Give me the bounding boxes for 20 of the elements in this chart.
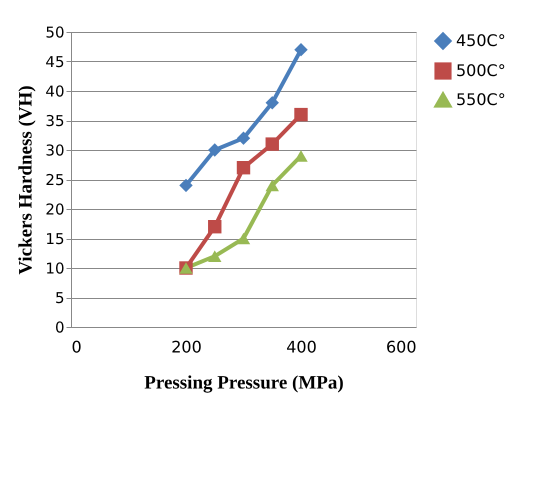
y-tick-label: 25 bbox=[45, 171, 64, 189]
y-tick-label: 30 bbox=[45, 142, 64, 160]
y-tick-label: 15 bbox=[45, 230, 64, 248]
legend-label: 500C° bbox=[456, 61, 506, 80]
x-axis-title: Pressing Pressure (MPa) bbox=[144, 372, 344, 394]
y-axis-title: Vickers Hardness (VH) bbox=[15, 85, 36, 275]
y-tick-label: 0 bbox=[54, 318, 64, 336]
y-tick-label: 10 bbox=[45, 260, 64, 278]
legend-label: 550C° bbox=[456, 90, 506, 109]
x-tick-label: 400 bbox=[286, 338, 317, 356]
y-tick-label: 5 bbox=[54, 289, 64, 307]
y-tick-label: 45 bbox=[45, 53, 64, 71]
y-tick-label: 50 bbox=[45, 24, 64, 42]
x-tick-label: 0 bbox=[72, 338, 82, 356]
y-tick-label: 20 bbox=[45, 200, 64, 218]
y-tick-label: 35 bbox=[45, 112, 64, 130]
x-tick-label: 600 bbox=[386, 338, 416, 356]
legend-label: 450C° bbox=[456, 31, 506, 50]
x-tick-label: 200 bbox=[171, 338, 202, 356]
y-tick-label: 40 bbox=[45, 82, 64, 100]
